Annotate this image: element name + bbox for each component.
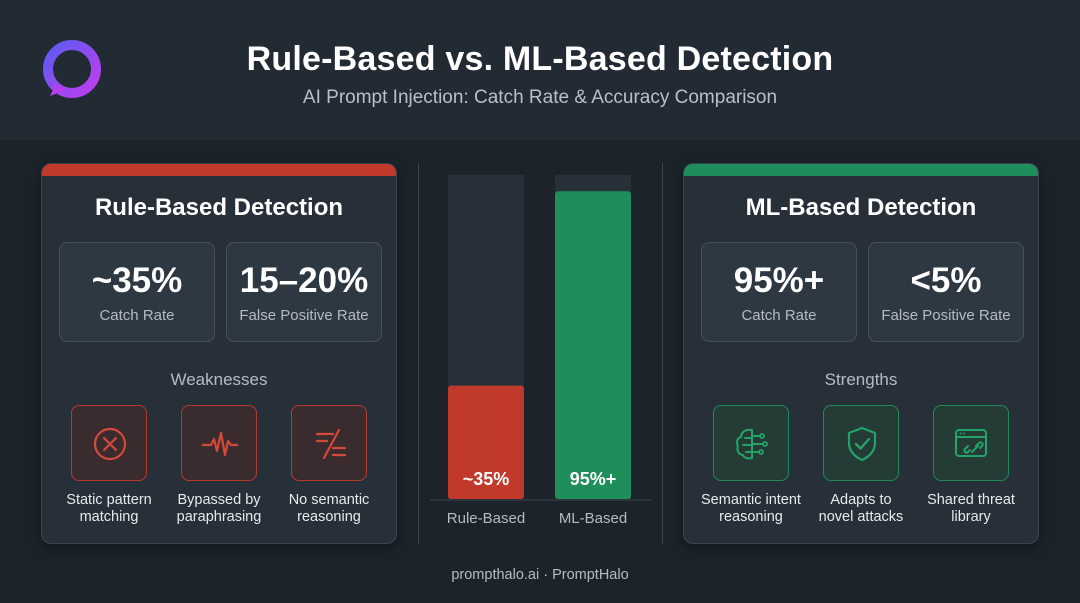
stat-label: Catch Rate (741, 307, 817, 324)
feature-label-semantic-intent: Semantic intent reasoning (701, 492, 801, 525)
prompthalo-logo (43, 40, 101, 98)
panel-title: Rule-Based Detection (94, 194, 344, 221)
stat-label: False Positive Rate (239, 307, 369, 324)
not-equal-icon (291, 405, 367, 481)
header-band: Rule-Based vs. ML-Based Detection AI Pro… (0, 0, 1080, 140)
false-positive-card: 15–20% False Positive Rate (226, 242, 382, 342)
stat-label: Catch Rate (99, 307, 175, 324)
bar-value-label-ml-based: 95%+ (569, 469, 617, 489)
footer-credit: prompthalo.ai · PromptHalo (451, 567, 629, 583)
stat-value: <5% (910, 261, 982, 300)
stat-value: 15–20% (239, 261, 369, 300)
page-title: Rule-Based vs. ML-Based Detection (246, 40, 834, 78)
x-circle-icon (71, 405, 147, 481)
panel-accent-bar (42, 164, 396, 176)
false-positive-card: <5% False Positive Rate (868, 242, 1024, 342)
feature-label-paraphrasing: Bypassed by paraphrasing (176, 492, 262, 525)
bar-rule-based (448, 385, 524, 499)
feature-label-no-semantic: No semantic reasoning (288, 492, 370, 525)
feature-label-static-pattern: Static pattern matching (66, 492, 152, 525)
stat-label: False Positive Rate (881, 307, 1011, 324)
brain-circuit-icon (713, 405, 789, 481)
pulse-wave-icon (181, 405, 257, 481)
catch-rate-card: 95%+ Catch Rate (701, 242, 857, 342)
panel-accent-bar (684, 164, 1038, 176)
divider-right (662, 163, 663, 544)
ml-based-panel: ML-Based Detection 95%+ Catch Rate <5% F… (683, 163, 1039, 544)
bar-ml-based (555, 191, 631, 499)
feature-label-novel-attacks: Adapts to novel attacks (818, 492, 904, 525)
shield-check-icon (823, 405, 899, 481)
panel-title: ML-Based Detection (745, 194, 977, 221)
section-label-weaknesses: Weaknesses (170, 370, 268, 389)
browser-link-icon (933, 405, 1009, 481)
bar-value-label-rule-based: ~35% (462, 469, 510, 489)
category-label-rule-based: Rule-Based (446, 510, 526, 527)
stat-value: 95%+ (733, 261, 825, 300)
catch-rate-bar-chart: ~35% 95%+ Rule-Based ML-Based (430, 163, 652, 543)
divider-left (418, 163, 419, 544)
chart-svg (430, 175, 652, 501)
page-subtitle: AI Prompt Injection: Catch Rate & Accura… (302, 87, 778, 108)
rule-based-panel: Rule-Based Detection ~35% Catch Rate 15–… (41, 163, 397, 544)
feature-label-threat-library: Shared threat library (927, 492, 1015, 525)
section-label-strengths: Strengths (824, 370, 898, 389)
category-label-ml-based: ML-Based (558, 510, 628, 527)
catch-rate-card: ~35% Catch Rate (59, 242, 215, 342)
stat-value: ~35% (91, 261, 183, 300)
